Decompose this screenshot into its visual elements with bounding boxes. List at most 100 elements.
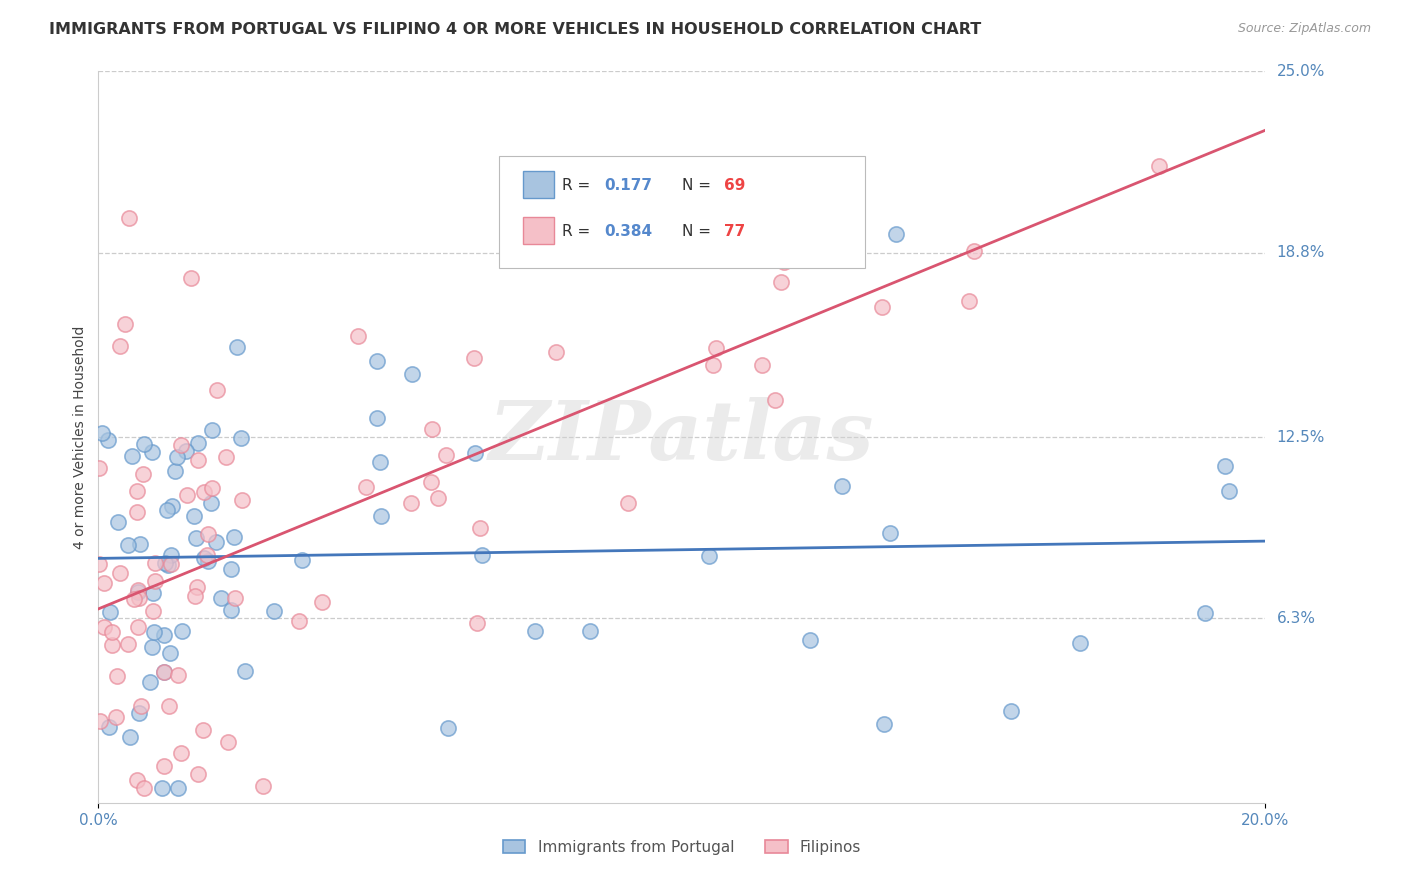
Point xyxy=(134,437,156,451)
Point xyxy=(879,526,901,541)
Point xyxy=(354,480,377,494)
Point xyxy=(100,638,122,652)
Point xyxy=(201,423,224,437)
Point xyxy=(125,505,148,519)
Point xyxy=(127,585,149,599)
Point xyxy=(399,496,422,510)
Point xyxy=(153,665,176,680)
Point xyxy=(93,620,115,634)
Point xyxy=(89,558,111,572)
Point xyxy=(129,698,152,713)
Point xyxy=(184,531,207,545)
Point xyxy=(128,591,150,605)
Point xyxy=(118,730,141,744)
Point xyxy=(155,556,177,570)
Point xyxy=(401,367,423,381)
Point xyxy=(191,723,214,737)
Point xyxy=(957,293,980,308)
Point xyxy=(117,538,139,552)
Text: 0.177: 0.177 xyxy=(605,178,652,193)
Point xyxy=(129,537,152,551)
Point xyxy=(166,450,188,465)
Point xyxy=(108,339,131,353)
Point xyxy=(219,603,242,617)
Point xyxy=(311,594,333,608)
Point xyxy=(153,665,176,679)
Point xyxy=(463,351,485,365)
Point xyxy=(101,624,124,639)
Point xyxy=(617,496,640,510)
Point xyxy=(579,624,602,638)
Point xyxy=(799,632,821,647)
Point xyxy=(141,444,163,458)
Text: IMMIGRANTS FROM PORTUGAL VS FILIPINO 4 OR MORE VEHICLES IN HOUSEHOLD CORRELATION: IMMIGRANTS FROM PORTUGAL VS FILIPINO 4 O… xyxy=(49,22,981,37)
Text: ZIPatlas: ZIPatlas xyxy=(489,397,875,477)
Legend: Immigrants from Portugal, Filipinos: Immigrants from Portugal, Filipinos xyxy=(496,834,868,861)
Point xyxy=(142,604,165,618)
Point xyxy=(252,779,274,793)
Point xyxy=(215,450,238,465)
Point xyxy=(224,591,246,605)
Text: 0.384: 0.384 xyxy=(605,224,652,238)
Point xyxy=(176,488,198,502)
Text: 18.8%: 18.8% xyxy=(1277,245,1324,260)
Point xyxy=(200,481,222,495)
Point xyxy=(143,625,166,640)
Point xyxy=(468,521,491,535)
Point xyxy=(263,604,285,618)
Point xyxy=(1213,459,1236,474)
Point xyxy=(170,746,193,760)
Point xyxy=(706,341,728,355)
Point xyxy=(108,566,131,580)
Point xyxy=(160,548,183,562)
Point xyxy=(122,591,145,606)
Text: N =: N = xyxy=(682,178,716,193)
Point xyxy=(186,580,208,594)
Point xyxy=(193,551,215,566)
Point xyxy=(1147,159,1170,173)
Point xyxy=(770,276,793,290)
Point xyxy=(544,345,567,359)
Text: 69: 69 xyxy=(724,178,745,193)
Point xyxy=(422,422,444,436)
Point xyxy=(167,668,190,682)
Point xyxy=(1194,606,1216,620)
Point xyxy=(160,500,183,514)
Point xyxy=(205,383,228,397)
Point xyxy=(370,508,392,523)
Point xyxy=(204,535,226,549)
Point xyxy=(437,722,460,736)
Point xyxy=(873,717,896,731)
Point xyxy=(219,562,242,576)
Point xyxy=(233,665,256,679)
Point xyxy=(1069,636,1091,650)
Point xyxy=(366,410,388,425)
Point xyxy=(224,530,246,544)
Point xyxy=(368,455,391,469)
Point xyxy=(796,252,818,266)
Point xyxy=(962,244,984,259)
Point xyxy=(702,358,724,372)
Point xyxy=(180,271,202,285)
Point xyxy=(91,425,114,440)
Point xyxy=(195,548,218,562)
Point xyxy=(174,444,197,458)
Point xyxy=(134,781,156,796)
Point xyxy=(776,156,799,170)
Point xyxy=(143,556,166,570)
Text: N =: N = xyxy=(682,224,716,238)
Point xyxy=(471,549,494,563)
Point xyxy=(187,453,209,467)
Point xyxy=(167,781,190,796)
Point xyxy=(200,496,222,510)
Point xyxy=(524,624,547,639)
Point xyxy=(870,300,893,314)
Point xyxy=(150,781,173,796)
Point xyxy=(141,640,163,655)
Point xyxy=(105,669,128,683)
Text: 6.3%: 6.3% xyxy=(1277,611,1316,626)
Point xyxy=(118,211,141,225)
Point xyxy=(87,461,110,475)
Point xyxy=(1000,704,1022,718)
Point xyxy=(186,436,208,450)
